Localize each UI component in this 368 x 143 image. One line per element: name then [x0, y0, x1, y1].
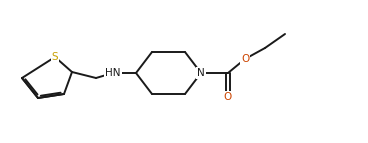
- Text: O: O: [241, 54, 249, 64]
- Text: O: O: [224, 92, 232, 102]
- Text: N: N: [197, 68, 205, 78]
- Text: HN: HN: [105, 68, 121, 78]
- Text: S: S: [52, 52, 58, 62]
